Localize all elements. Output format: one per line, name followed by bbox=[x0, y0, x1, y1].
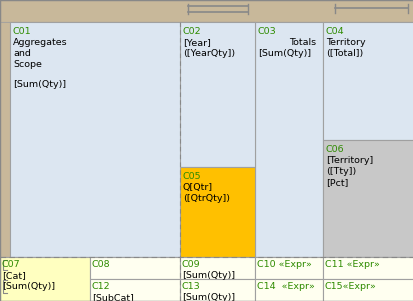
Text: Scope: Scope bbox=[13, 60, 42, 69]
Bar bbox=[90, 257, 180, 279]
Text: [Sum(Qty)]: [Sum(Qty)] bbox=[2, 282, 55, 291]
Text: C03: C03 bbox=[257, 27, 276, 36]
Bar bbox=[10, 22, 254, 257]
Text: Q[Qtr]: Q[Qtr] bbox=[183, 183, 213, 192]
Text: C05: C05 bbox=[183, 172, 201, 181]
Text: Territory: Territory bbox=[325, 38, 365, 47]
Text: [SubCat]: [SubCat] bbox=[92, 293, 133, 301]
Text: C12: C12 bbox=[92, 282, 110, 291]
Text: and: and bbox=[13, 49, 31, 58]
Bar bbox=[254, 279, 322, 301]
Bar bbox=[322, 279, 413, 301]
Bar bbox=[180, 279, 254, 301]
Text: ([QtrQty]): ([QtrQty]) bbox=[183, 194, 230, 203]
Bar bbox=[254, 257, 322, 279]
Text: [Sum(Qty)]: [Sum(Qty)] bbox=[182, 271, 235, 280]
Text: C10 «Expr»: C10 «Expr» bbox=[256, 260, 311, 269]
Bar bbox=[322, 140, 413, 257]
Bar bbox=[322, 257, 413, 279]
Text: [Cat]: [Cat] bbox=[2, 271, 26, 280]
Text: C01: C01 bbox=[13, 27, 31, 36]
Text: C14  «Expr»: C14 «Expr» bbox=[256, 282, 314, 291]
Text: C07: C07 bbox=[2, 260, 21, 269]
Text: ([YearQty]): ([YearQty]) bbox=[183, 49, 235, 58]
Text: C04: C04 bbox=[325, 27, 344, 36]
Text: C15«Expr»: C15«Expr» bbox=[324, 282, 376, 291]
Bar bbox=[180, 257, 254, 279]
Text: C02: C02 bbox=[183, 27, 201, 36]
Text: ([Total]): ([Total]) bbox=[325, 49, 362, 58]
Bar bbox=[10, 22, 90, 257]
Text: [Sum(Qty)]: [Sum(Qty)] bbox=[257, 49, 311, 58]
Text: C06: C06 bbox=[325, 145, 344, 154]
Text: Totals: Totals bbox=[288, 38, 316, 47]
Text: C09: C09 bbox=[182, 260, 200, 269]
Bar bbox=[0, 257, 413, 301]
Text: C08: C08 bbox=[92, 260, 110, 269]
Text: C13: C13 bbox=[182, 282, 200, 291]
Text: C11 «Expr»: C11 «Expr» bbox=[324, 260, 379, 269]
Bar bbox=[254, 22, 322, 257]
Text: [Year]: [Year] bbox=[183, 38, 210, 47]
Bar bbox=[0, 0, 413, 22]
Text: [Sum(Qty)]: [Sum(Qty)] bbox=[182, 293, 235, 301]
Bar bbox=[322, 22, 413, 140]
Text: [Territory]: [Territory] bbox=[325, 156, 373, 165]
Text: [Pct]: [Pct] bbox=[325, 178, 347, 187]
Text: Aggregates: Aggregates bbox=[13, 38, 67, 47]
Bar bbox=[0, 22, 10, 257]
Bar bbox=[180, 167, 254, 257]
Text: [Sum(Qty)]: [Sum(Qty)] bbox=[13, 80, 66, 89]
Bar bbox=[180, 22, 254, 167]
Bar bbox=[0, 257, 90, 301]
Bar bbox=[90, 279, 180, 301]
Text: ([Tty]): ([Tty]) bbox=[325, 167, 356, 176]
